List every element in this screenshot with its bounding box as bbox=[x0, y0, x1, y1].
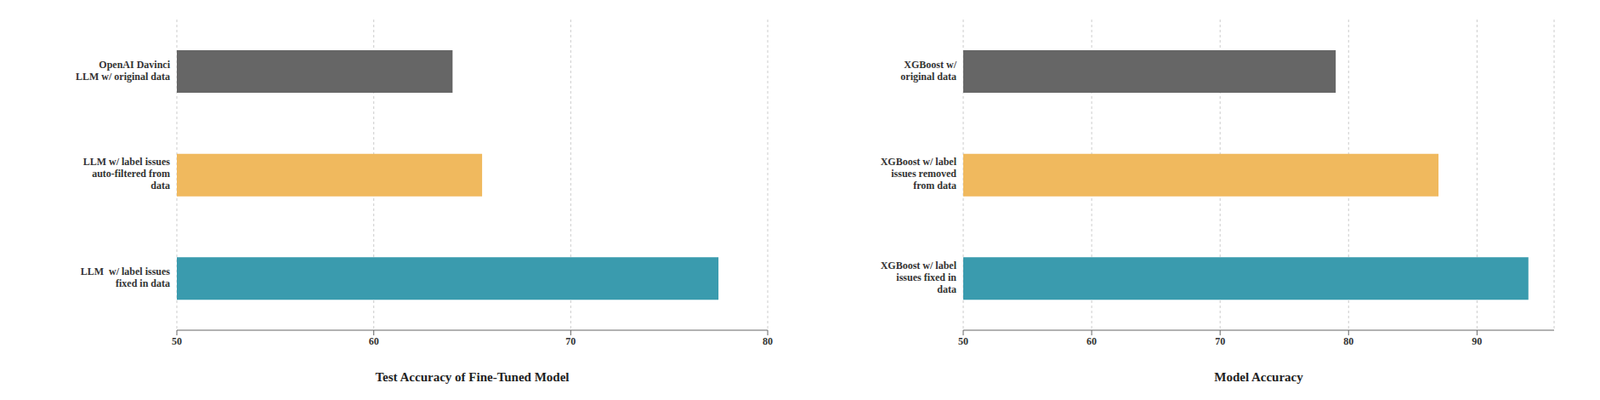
svg-text:80: 80 bbox=[762, 334, 773, 347]
svg-text:XGBoost w/ labelissues removed: XGBoost w/ labelissues removedfrom data bbox=[880, 155, 958, 192]
svg-text:70: 70 bbox=[565, 334, 576, 347]
svg-text:60: 60 bbox=[368, 334, 380, 347]
svg-text:80: 80 bbox=[1343, 334, 1354, 347]
svg-text:XGBoost w/original data: XGBoost w/original data bbox=[900, 58, 957, 83]
svg-text:50: 50 bbox=[171, 334, 182, 347]
svg-text:LLM w/ label issuesfixed in d: LLM w/ label issuesfixed in data bbox=[80, 265, 171, 290]
svg-text:60: 60 bbox=[1086, 334, 1097, 347]
svg-text:50: 50 bbox=[958, 334, 969, 347]
svg-text:LLM w/ label issuesauto-filter: LLM w/ label issuesauto-filtered fromdat… bbox=[83, 155, 171, 192]
svg-text:OpenAI DavinciLLM w/ original: OpenAI DavinciLLM w/ original data bbox=[75, 58, 171, 83]
svg-text:70: 70 bbox=[1214, 334, 1226, 347]
svg-text:XGBoost w/ labelissues fixed i: XGBoost w/ labelissues fixed indata bbox=[880, 259, 958, 296]
svg-text:Test Accuracy of Fine-Tuned Mo: Test Accuracy of Fine-Tuned Model bbox=[374, 369, 569, 384]
svg-text:Model Accuracy: Model Accuracy bbox=[1214, 369, 1304, 384]
svg-text:90: 90 bbox=[1471, 334, 1482, 347]
